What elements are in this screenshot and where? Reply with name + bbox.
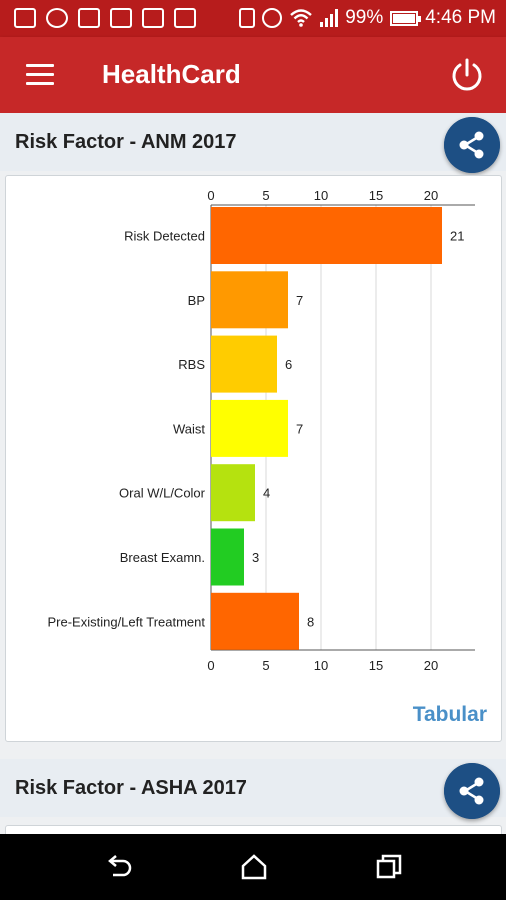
back-icon[interactable] <box>104 852 134 882</box>
category-label: BP <box>188 293 205 308</box>
power-icon[interactable] <box>448 56 486 94</box>
clock: 4:46 PM <box>425 7 496 28</box>
battery-percent: 99% <box>345 7 384 28</box>
notification-icons <box>14 8 196 28</box>
category-label: Oral W/L/Color <box>119 486 206 501</box>
data-label: 21 <box>450 229 464 244</box>
bar <box>211 399 288 457</box>
share-button[interactable] <box>444 763 500 819</box>
section-header-asha: Risk Factor - ASHA 2017 <box>0 759 506 819</box>
data-label: 8 <box>307 614 314 629</box>
share-button[interactable] <box>444 117 500 173</box>
app-title: HealthCard <box>102 59 241 89</box>
menu-icon[interactable] <box>26 64 54 86</box>
x-tick-label-bottom: 10 <box>314 658 328 673</box>
x-tick-label-bottom: 20 <box>424 658 438 673</box>
vibrate-icon <box>239 8 256 28</box>
bar <box>211 335 277 393</box>
pulse-icon <box>142 8 164 28</box>
x-tick-label-bottom: 0 <box>207 658 214 673</box>
x-tick-label-top: 10 <box>314 188 328 203</box>
signal-icon <box>320 9 339 27</box>
navigation-bar <box>0 834 506 900</box>
phone-icon <box>110 8 132 28</box>
battery-icon <box>390 10 422 26</box>
risk-factor-chart: 0 0 5 5 10 10 15 15 20 20 Risk Detected 21 BP 7 RBS 6 Wa… <box>47 188 475 673</box>
alarm-clock-icon <box>262 8 283 28</box>
data-label: 3 <box>252 550 259 565</box>
code-icon <box>174 8 196 28</box>
bar <box>211 592 299 650</box>
share-icon <box>459 131 484 159</box>
x-tick-label-top: 20 <box>424 188 438 203</box>
chart-card: 0 0 5 5 10 10 15 15 20 20 Risk Detected 21 BP 7 RBS 6 Wa… <box>5 175 502 742</box>
bar <box>211 528 244 586</box>
x-tick-label-top: 0 <box>207 188 214 203</box>
x-tick-label-top: 15 <box>369 188 383 203</box>
wifi-icon <box>290 9 313 27</box>
home-icon[interactable] <box>239 852 269 882</box>
category-label: RBS <box>178 357 205 372</box>
bar <box>211 464 255 522</box>
tabular-link[interactable]: Tabular <box>412 703 487 726</box>
category-label: Waist <box>173 421 205 436</box>
share-icon <box>459 777 484 805</box>
status-bar: 99% 4:46 PM <box>0 0 506 37</box>
category-label: Pre-Existing/Left Treatment <box>47 614 205 629</box>
data-label: 7 <box>296 293 303 308</box>
app-bar: HealthCard <box>0 37 506 113</box>
alarm-icon <box>46 8 68 28</box>
notification-back-icon <box>14 8 36 28</box>
bar <box>211 207 442 264</box>
recents-icon[interactable] <box>374 852 404 882</box>
x-tick-label-bottom: 15 <box>369 658 383 673</box>
section-title: Risk Factor - ANM 2017 <box>15 131 237 153</box>
category-label: Risk Detected <box>124 229 205 244</box>
data-label: 4 <box>263 486 270 501</box>
data-label: 7 <box>296 421 303 436</box>
cloud-off-icon <box>78 8 100 28</box>
section-title: Risk Factor - ASHA 2017 <box>15 777 247 799</box>
bar <box>211 271 288 329</box>
category-label: Breast Examn. <box>120 550 205 565</box>
section-header-anm: Risk Factor - ANM 2017 <box>0 113 506 173</box>
data-label: 6 <box>285 357 292 372</box>
x-tick-label-top: 5 <box>262 188 269 203</box>
x-tick-label-bottom: 5 <box>262 658 269 673</box>
system-icons: 99% 4:46 PM <box>239 7 496 29</box>
